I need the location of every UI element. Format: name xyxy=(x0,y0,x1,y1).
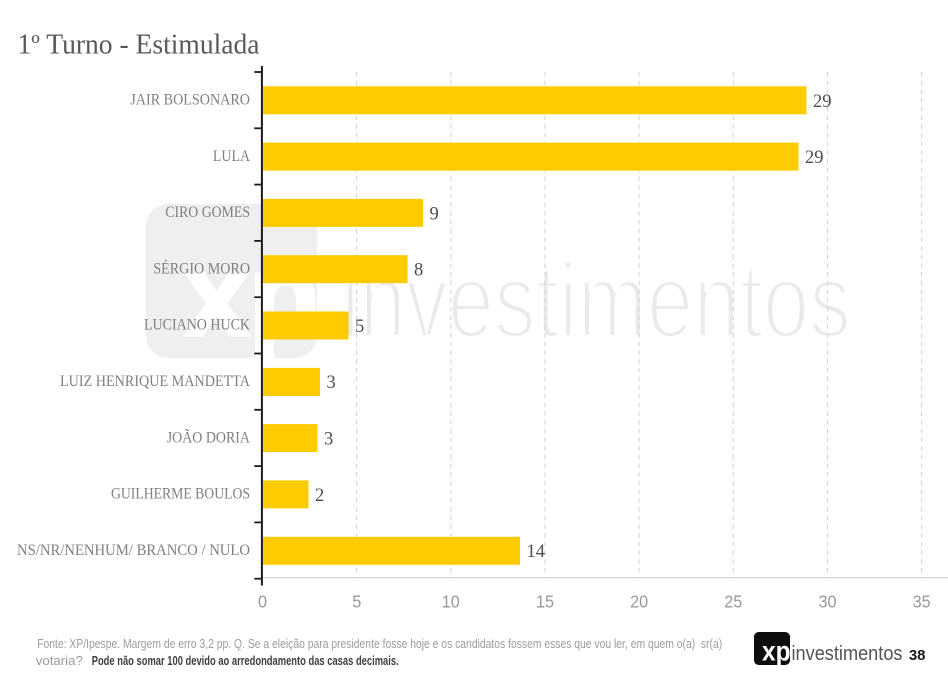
svg-text:5: 5 xyxy=(352,592,361,612)
svg-text:38: 38 xyxy=(909,647,926,664)
svg-text:investimentos: investimentos xyxy=(341,242,851,360)
svg-text:NS/NR/NENHUM/ BRANCO / NULO: NS/NR/NENHUM/ BRANCO / NULO xyxy=(17,542,250,559)
svg-text:JAIR BOLSONARO: JAIR BOLSONARO xyxy=(130,92,250,109)
svg-text:LUCIANO HUCK: LUCIANO HUCK xyxy=(144,317,250,334)
svg-text:20: 20 xyxy=(630,592,648,612)
svg-text:15: 15 xyxy=(536,592,554,612)
svg-text:1º Turno - Estimulada: 1º Turno - Estimulada xyxy=(18,29,261,60)
svg-text:2: 2 xyxy=(315,486,324,506)
svg-text:0: 0 xyxy=(258,592,267,612)
svg-text:3: 3 xyxy=(327,373,336,393)
svg-text:5: 5 xyxy=(355,317,364,337)
svg-text:SÉRGIO MORO: SÉRGIO MORO xyxy=(153,258,250,277)
svg-text:29: 29 xyxy=(805,148,824,168)
svg-text:Fonte: XP/Ipespe. Margem de er: Fonte: XP/Ipespe. Margem de erro 3,2 pp.… xyxy=(37,636,722,651)
svg-text:Pode não somar 100 devido ao a: Pode não somar 100 devido ao arredondame… xyxy=(92,653,399,668)
svg-text:25: 25 xyxy=(724,592,742,612)
svg-text:GUILHERME BOULOS: GUILHERME BOULOS xyxy=(111,486,250,503)
svg-text:xp: xp xyxy=(762,636,791,667)
svg-text:14: 14 xyxy=(527,542,546,562)
svg-text:CIRO GOMES: CIRO GOMES xyxy=(165,204,250,221)
svg-text:LUIZ HENRIQUE MANDETTA: LUIZ HENRIQUE MANDETTA xyxy=(60,373,250,390)
svg-text:9: 9 xyxy=(430,204,439,224)
svg-text:30: 30 xyxy=(818,592,836,612)
svg-text:votaria?: votaria? xyxy=(36,653,83,668)
svg-text:xp: xp xyxy=(185,232,319,360)
svg-text:10: 10 xyxy=(442,592,460,612)
svg-text:investimentos: investimentos xyxy=(792,642,903,665)
svg-text:8: 8 xyxy=(414,261,423,281)
svg-text:35: 35 xyxy=(913,592,931,612)
svg-text:LULA: LULA xyxy=(213,148,250,165)
svg-text:3: 3 xyxy=(324,430,333,450)
svg-text:JOÃO DORIA: JOÃO DORIA xyxy=(167,428,251,446)
svg-text:29: 29 xyxy=(813,92,832,112)
